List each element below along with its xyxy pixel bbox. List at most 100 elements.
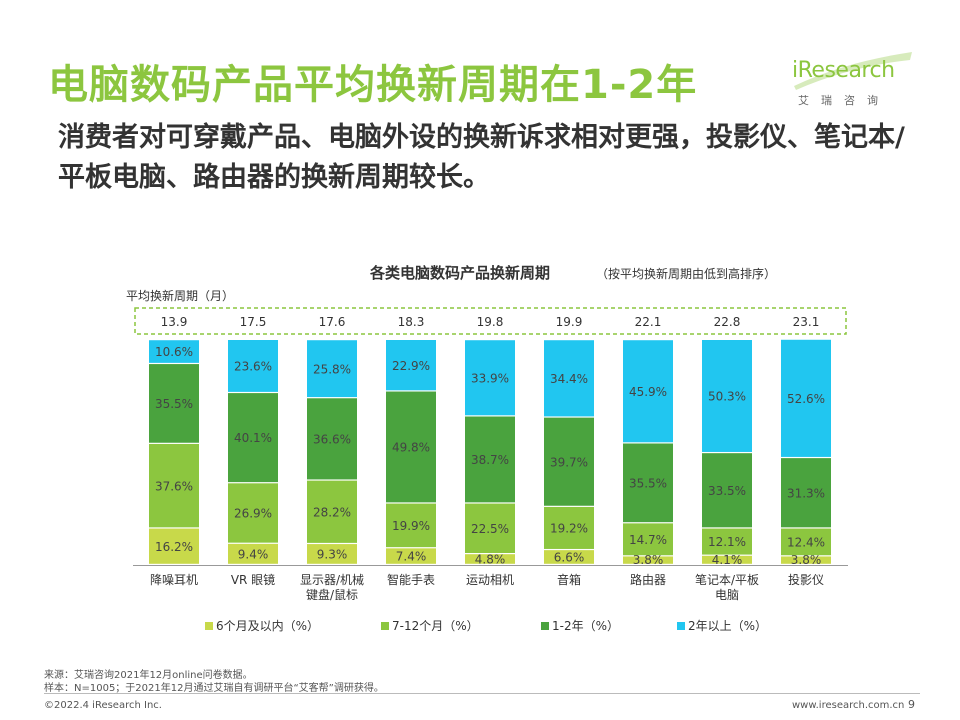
x-tick-label: 笔记本/平板 (695, 572, 759, 587)
data-label: 19.2% (550, 522, 588, 536)
bar-segment (623, 523, 673, 556)
data-label: 25.8% (313, 362, 351, 376)
bar-segment (781, 458, 831, 528)
legend-label: 1-2年（%） (552, 619, 619, 633)
bar-segment (623, 556, 673, 564)
data-label: 7.4% (396, 550, 427, 564)
x-tick-label: 显示器/机械 (300, 572, 364, 587)
bar-segment (149, 340, 199, 363)
data-label: 16.2% (155, 540, 193, 554)
data-label: 35.5% (629, 476, 667, 490)
bar-segment (386, 548, 436, 564)
data-label: 38.7% (471, 453, 509, 467)
bar-segment (386, 340, 436, 391)
x-tick-label: 电脑 (715, 588, 739, 602)
bar-segment (149, 443, 199, 528)
stacked-bar-chart: 各类电脑数码产品换新周期 （按平均换新周期由低到高排序） 平均换新周期（月） 13.9… (126, 264, 848, 633)
data-label: 35.5% (155, 397, 193, 411)
x-tick-label: 键盘/鼠标 (306, 587, 358, 602)
legend-label: 2年以上（%） (688, 619, 767, 633)
bar-segment (149, 528, 199, 564)
x-tick-label: 投影仪 (788, 572, 824, 587)
data-label: 12.4% (787, 536, 825, 550)
avg-value-label: 22.8 (714, 315, 741, 329)
data-label: 4.8% (475, 553, 506, 567)
x-tick-label: 路由器 (630, 572, 666, 587)
avg-label: 平均换新周期（月） (126, 288, 234, 303)
data-label: 26.9% (234, 507, 272, 521)
copyright: ©2022.4 iResearch Inc. (44, 700, 162, 711)
data-label: 6.6% (554, 551, 585, 565)
bar-segment (307, 340, 357, 398)
legend-swatch (541, 622, 549, 630)
bar-segment (781, 528, 831, 556)
bar-segment (228, 543, 278, 564)
chart-title: 各类电脑数码产品换新周期 (369, 264, 550, 282)
bar-segment (307, 480, 357, 543)
logo-word: iResearch (792, 58, 895, 83)
data-label: 49.8% (392, 441, 430, 455)
iresearch-logo: iResearch 艾瑞咨询 (792, 50, 914, 107)
avg-value-label: 19.9 (556, 315, 583, 329)
data-label: 33.9% (471, 371, 509, 385)
bar-segment (781, 339, 831, 457)
bar-segment (702, 340, 752, 452)
data-label: 19.9% (392, 519, 430, 533)
chart-subtitle: （按平均换新周期由低到高排序） (596, 266, 776, 281)
x-tick-label: 智能手表 (387, 572, 435, 587)
bar-segment (228, 340, 278, 392)
x-tick-label: 运动相机 (466, 573, 514, 587)
bar-segment (465, 554, 515, 564)
bar-segment (623, 340, 673, 443)
data-label: 31.3% (787, 486, 825, 500)
bar-segment (544, 340, 594, 417)
bar-segment (465, 416, 515, 503)
data-label: 9.3% (317, 548, 348, 562)
avg-box (134, 307, 847, 335)
bar-segment (465, 503, 515, 553)
data-label: 37.6% (155, 479, 193, 493)
bar-segment (307, 398, 357, 480)
bar-segment (544, 550, 594, 564)
page-subtitle: 消费者对可穿戴产品、电脑外设的换新诉求相对更强，投影仪、笔记本/平板电脑、路由器… (58, 122, 905, 193)
bar-segment (228, 393, 278, 483)
bar-segment (781, 556, 831, 564)
data-label: 14.7% (629, 533, 667, 547)
avg-value-label: 17.5 (240, 315, 267, 329)
legend-swatch (381, 622, 389, 630)
data-label: 22.9% (392, 359, 430, 373)
avg-value-label: 13.9 (161, 315, 188, 329)
bar-segment (386, 503, 436, 548)
bar-segment (702, 528, 752, 555)
bar-segment (702, 453, 752, 528)
source-note: 来源：艾瑞咨询2021年12月online问卷数据。 (44, 670, 253, 681)
legend-label: 6个月及以内（%） (216, 619, 319, 633)
data-label: 23.6% (234, 360, 272, 374)
data-label: 52.6% (787, 392, 825, 406)
page-title: 电脑数码产品平均换新周期在1-2年 (48, 62, 698, 108)
avg-value-label: 17.6 (319, 315, 346, 329)
data-label: 34.4% (550, 372, 588, 386)
avg-value-label: 19.8 (477, 315, 504, 329)
data-label: 12.1% (708, 535, 746, 549)
bar-segment (623, 443, 673, 523)
x-tick-label: 降噪耳机 (150, 573, 198, 587)
avg-value-label: 22.1 (635, 315, 662, 329)
data-label: 4.1% (712, 553, 743, 567)
data-label: 33.5% (708, 484, 746, 498)
data-label: 9.4% (238, 547, 269, 561)
data-label: 45.9% (629, 385, 667, 399)
bar-segment (544, 506, 594, 549)
legend-swatch (677, 622, 685, 630)
legend-swatch (205, 622, 213, 630)
bar-segment (544, 417, 594, 506)
data-label: 50.3% (708, 390, 746, 404)
data-label: 10.6% (155, 345, 193, 359)
footer-divider (44, 693, 920, 694)
data-label: 3.8% (791, 553, 822, 567)
x-tick-label: 音箱 (557, 572, 581, 587)
legend-label: 7-12个月（%） (392, 619, 479, 633)
website: www.iresearch.com.cn (792, 700, 905, 711)
logo-swoosh-icon (794, 52, 912, 90)
data-label: 39.7% (550, 455, 588, 469)
